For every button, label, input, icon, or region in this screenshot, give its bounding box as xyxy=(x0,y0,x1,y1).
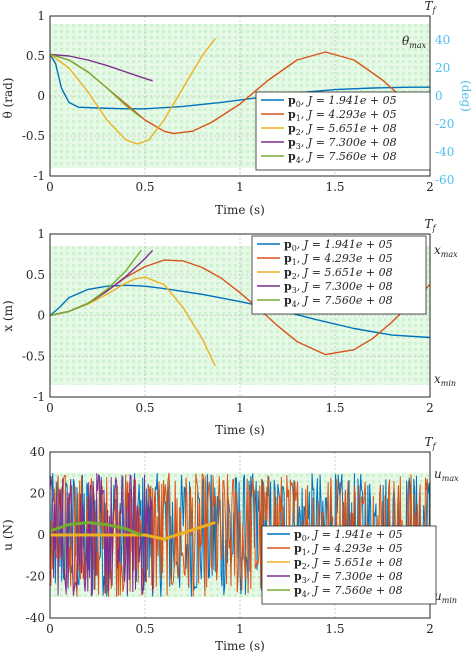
y-tick-label: 40 xyxy=(30,445,45,459)
legend-entry-p4: p4, J = 7.560e + 08 xyxy=(284,294,393,309)
y-axis-label: x (m) xyxy=(1,300,15,331)
right-tick-label: -40 xyxy=(435,145,454,159)
legend-entry-p1: p1, J = 4.293e + 05 xyxy=(294,542,403,557)
y-tick-label: 0 xyxy=(37,528,45,542)
legend-entry-p2: p2, J = 5.651e + 08 xyxy=(284,266,393,281)
x-tick-label: 1 xyxy=(236,622,244,636)
legend-entry-p3: p3, J = 7.300e + 08 xyxy=(294,570,403,585)
axes-box xyxy=(49,233,431,398)
tick-labels: 0 0.5 1 1.5 2 -40 -20 0 20 40 xyxy=(26,445,434,636)
x-tick-label: 1.5 xyxy=(325,401,344,415)
y-tick-label: 1 xyxy=(37,227,45,241)
right-tick-label: 0 xyxy=(435,89,443,103)
series-group xyxy=(50,37,430,145)
legend-entry-p3: p3, J = 7.300e + 08 xyxy=(284,280,393,295)
right-tick-label: -20 xyxy=(435,117,454,131)
y-tick-label: -1 xyxy=(33,390,45,404)
legend-entry-p4: p4, J = 7.560e + 08 xyxy=(294,584,403,599)
tick-labels: 0 0.5 1 1.5 2 -1 -0.5 0 0.5 1 xyxy=(22,9,434,194)
legend-entry-p2: p2, J = 5.651e + 08 xyxy=(288,122,397,137)
series-p0-line xyxy=(50,284,430,339)
x-max-label: xmax xyxy=(434,243,458,259)
y-tick-label: 1 xyxy=(37,9,45,23)
y-tick-label: -0.5 xyxy=(22,129,45,143)
series-p2-line xyxy=(50,521,216,541)
x-axis-label: Time (s) xyxy=(215,639,265,653)
series-p0-line xyxy=(50,54,430,110)
legend-entry-p0: p0, J = 1.941e + 05 xyxy=(284,238,393,253)
series-group xyxy=(50,249,430,367)
y-tick-label: 0 xyxy=(37,89,45,103)
legend-entry-p1: p1, J = 4.293e + 05 xyxy=(288,108,397,123)
right-tick-label: -60 xyxy=(435,173,454,187)
legend-entry-p1: p1, J = 4.293e + 05 xyxy=(284,252,393,267)
tf-annotation: Tf xyxy=(425,0,438,15)
series-p4-line xyxy=(50,249,142,317)
u-max-label: umax xyxy=(434,467,459,483)
legend-entry-p0: p0, J = 1.941e + 05 xyxy=(294,528,403,543)
series-group xyxy=(50,472,430,599)
legend-entry-p0: p0, J = 1.941e + 05 xyxy=(288,94,397,109)
legend-entry-p3: p3, J = 7.300e + 08 xyxy=(288,136,397,151)
theta-chart: 0 0.5 1 1.5 2 -1 -0.5 0 0.5 1 -60 -40 -20 0 20 40 Time… xyxy=(1,0,473,217)
series-p3-line xyxy=(50,473,154,597)
y-tick-label: 0.5 xyxy=(26,49,45,63)
right-axis-label: (deg) xyxy=(459,80,473,112)
x-tick-label: 0.5 xyxy=(135,401,154,415)
y-tick-label: -40 xyxy=(26,611,45,625)
u-min-label: umin xyxy=(434,589,457,605)
x-tick-label: 2 xyxy=(426,401,434,415)
y-tick-label: 20 xyxy=(30,487,45,501)
x-tick-label: 1.5 xyxy=(325,180,344,194)
right-tick-labels: -60 -40 -20 0 20 40 xyxy=(435,33,454,187)
x-tick-label: 1 xyxy=(236,180,244,194)
y-tick-label: -20 xyxy=(26,570,45,584)
x-tick-label: 1 xyxy=(236,401,244,415)
tick-labels: 0 0.5 1 1.5 2 -1 -0.5 0 0.5 1 xyxy=(22,227,434,415)
y-tick-label: 0.5 xyxy=(26,268,45,282)
x-tick-label: 0.5 xyxy=(135,622,154,636)
x-min-label: xmin xyxy=(434,372,456,388)
x-tick-label: 2 xyxy=(426,180,434,194)
series-p4-line xyxy=(50,521,142,537)
x-tick-label: 0 xyxy=(46,401,54,415)
right-tick-label: 20 xyxy=(435,61,450,75)
x-tick-label: 0 xyxy=(46,180,54,194)
y-tick-label: -1 xyxy=(33,169,45,183)
series-p4-line xyxy=(50,53,142,119)
legend-box xyxy=(255,91,431,171)
legend-box xyxy=(251,235,427,315)
right-tick-label: 40 xyxy=(435,33,450,47)
y-axis-label: θ (rad) xyxy=(1,78,15,119)
position-chart: 0 0.5 1 1.5 2 -1 -0.5 0 0.5 1 Time (s) x (m) Tf x… xyxy=(1,217,458,437)
y-tick-label: -0.5 xyxy=(22,349,45,363)
legend-entry-p2: p2, J = 5.651e + 08 xyxy=(294,556,403,571)
tf-annotation: Tf xyxy=(425,435,438,451)
x-axis-label: Time (s) xyxy=(215,203,265,217)
y-axis-label: u (N) xyxy=(1,519,15,550)
legend-box xyxy=(261,525,437,605)
series-p2-line xyxy=(50,37,216,145)
x-tick-label: 1.5 xyxy=(325,622,344,636)
series-p3-line xyxy=(50,53,153,82)
x-tick-label: 0 xyxy=(46,622,54,636)
control-chart: 0 0.5 1 1.5 2 -40 -20 0 20 40 Time (s) u (N) Tf u… xyxy=(1,435,459,653)
x-tick-label: 2 xyxy=(426,622,434,636)
y-tick-label: 0 xyxy=(37,309,45,323)
legend-entry-p4: p4, J = 7.560e + 08 xyxy=(288,150,397,165)
tf-annotation: Tf xyxy=(425,217,438,233)
x-tick-label: 0.5 xyxy=(135,180,154,194)
x-axis-label: Time (s) xyxy=(215,423,265,437)
